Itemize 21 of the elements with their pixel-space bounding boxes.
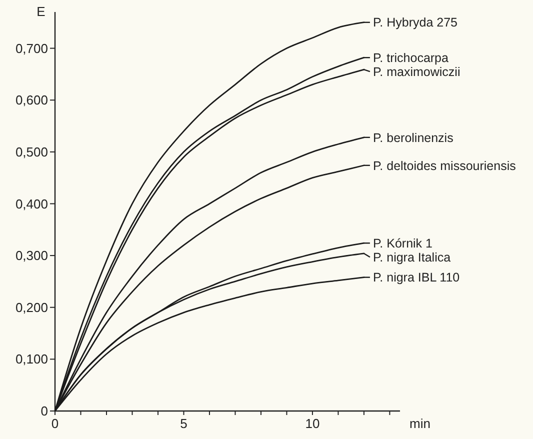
legend-label: P. Hybryda 275: [372, 16, 458, 30]
legend-label: P. Kórnik 1: [372, 236, 433, 250]
x-tick-label: 10: [305, 416, 320, 431]
y-axis-title: E: [36, 4, 46, 19]
legend-label: P. deltoides missouriensis: [372, 158, 516, 173]
y-tick-label: 0,100: [15, 352, 48, 367]
legend-label: P. nigra Italica: [372, 250, 451, 264]
y-tick-label: 0,500: [15, 144, 48, 160]
y-tick-label: 0,400: [15, 196, 48, 212]
y-tick-label: 0,300: [15, 248, 48, 264]
x-tick-label: 5: [180, 416, 188, 431]
legend-label: P. berolinenzis: [372, 130, 454, 145]
x-axis-title: min: [410, 416, 430, 431]
y-tick-label: 0,700: [15, 40, 48, 56]
y-tick-label: 0: [40, 404, 48, 419]
legend-label: P. maximowiczii: [372, 64, 460, 79]
legend-label: P. nigra IBL 110: [372, 270, 460, 285]
legend-label: P. trichocarpa: [372, 50, 449, 65]
y-tick-label: 0,600: [15, 92, 48, 108]
y-tick-label: 0,200: [15, 300, 48, 315]
x-tick-label: 0: [51, 416, 59, 431]
